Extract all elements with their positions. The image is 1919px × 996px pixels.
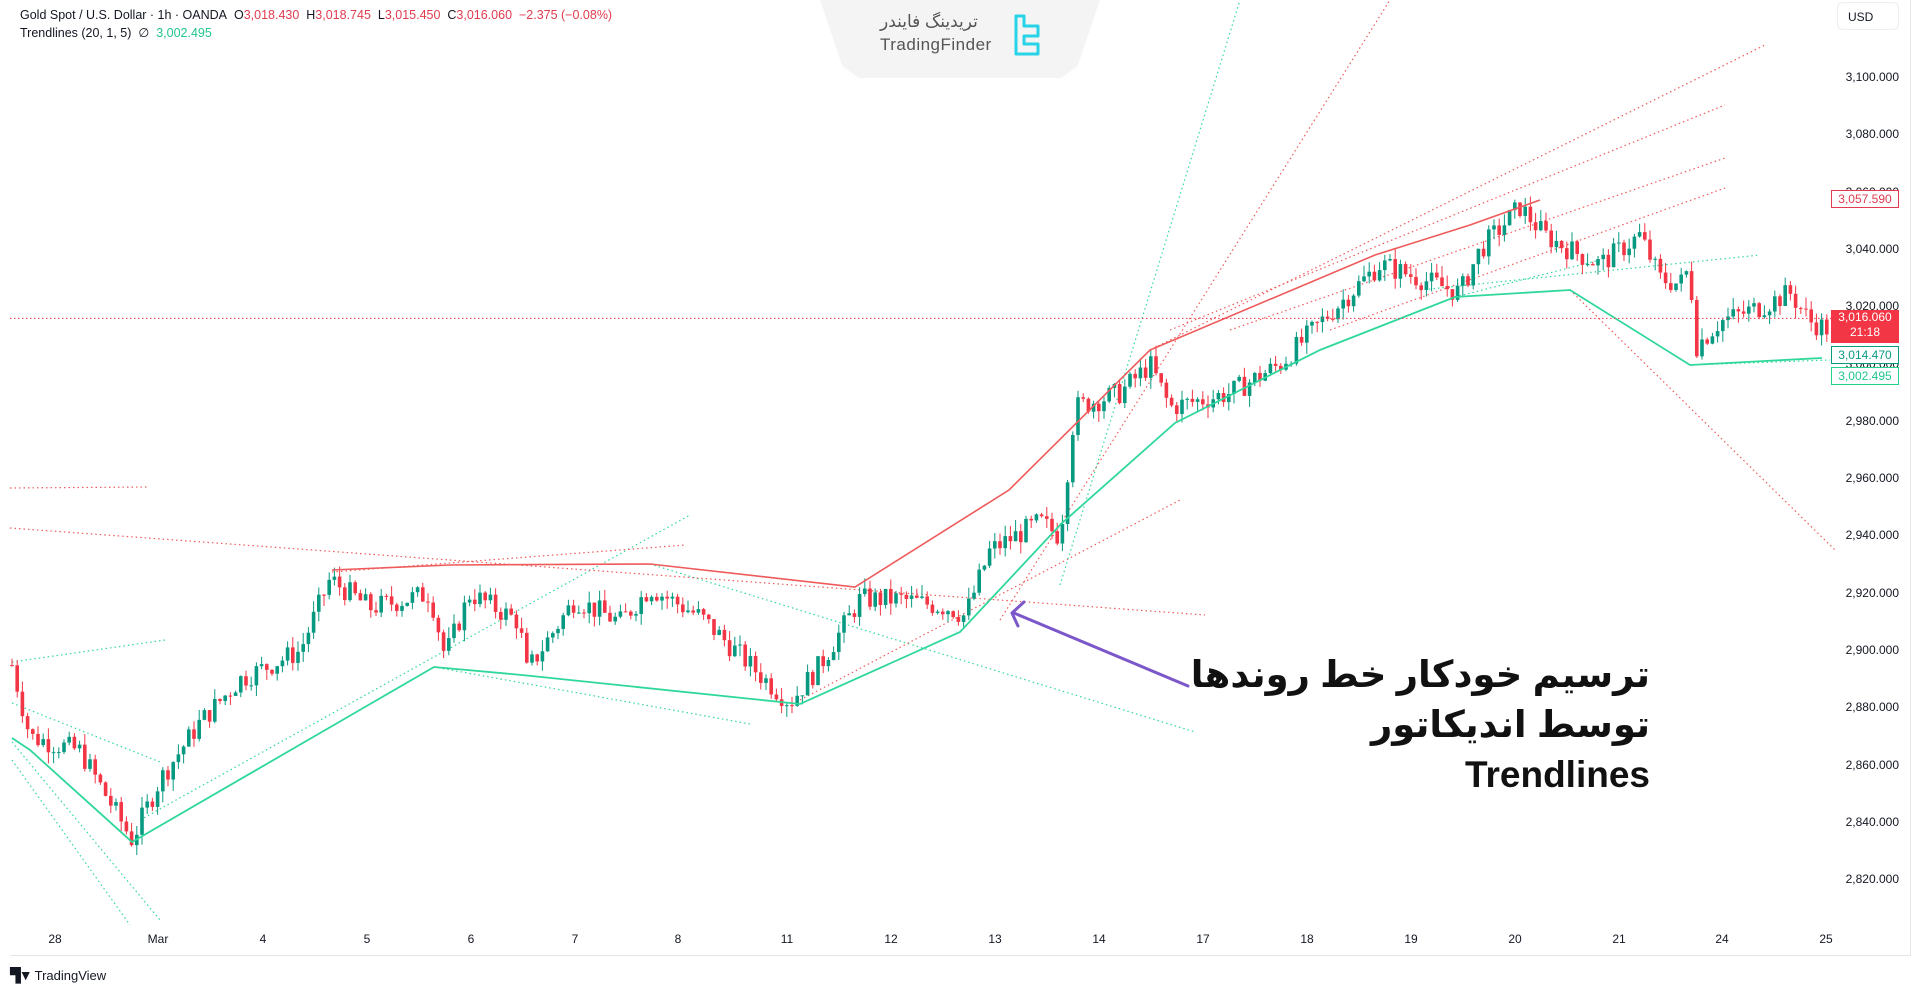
trendlines — [11, 199, 1823, 844]
price-tick: 2,860.000 — [1845, 757, 1899, 772]
price-tick: 2,820.000 — [1845, 872, 1899, 887]
time-tick: 25 — [1819, 932, 1833, 946]
time-tick: 18 — [1300, 932, 1314, 946]
support-price-tag-1: 3,014.470 — [1831, 346, 1899, 364]
support-price-tag-2: 3,002.495 — [1831, 367, 1899, 385]
last-price-value: 3,016.060 — [1838, 310, 1892, 324]
tradingview-brand: TradingView — [34, 968, 107, 983]
price-tick: 2,880.000 — [1845, 700, 1899, 715]
time-tick: 14 — [1092, 932, 1106, 946]
time-tick: 8 — [674, 932, 682, 946]
tradingfinder-watermark — [820, 0, 1100, 78]
bar-countdown: 21:18 — [1849, 325, 1881, 339]
time-tick: 24 — [1715, 932, 1729, 946]
indicator-empty-icon: ∅ — [138, 26, 150, 40]
time-tick: 28 — [48, 932, 62, 946]
annotation-line-2: توسط اندیکاتور Trendlines — [1370, 704, 1650, 795]
tradingview-logo[interactable]: ▜▼ TradingView — [10, 967, 106, 984]
time-tick: 11 — [780, 932, 794, 946]
price-tick: 3,080.000 — [1845, 127, 1899, 142]
price-tick: 3,040.000 — [1845, 241, 1899, 256]
chart-legend: Gold Spot / U.S. Dollar · 1h · OANDA O3,… — [20, 6, 612, 42]
tradingview-logo-icon: ▜▼ — [10, 967, 33, 983]
price-tick: 3,020.000 — [1845, 299, 1899, 314]
tradingfinder-text: تریدینگ فایندر TradingFinder — [880, 10, 1000, 56]
resistance-price-tag: 3,057.590 — [1831, 190, 1899, 208]
time-tick: 19 — [1404, 932, 1418, 946]
price-tick: 2,980.000 — [1845, 413, 1899, 428]
time-tick: 7 — [571, 932, 579, 946]
change-value: −2.375 (−0.08%) — [518, 8, 613, 22]
tradingfinder-fa: تریدینگ فایندر — [880, 12, 978, 31]
price-tick: 2,840.000 — [1845, 814, 1899, 829]
annotation-text: ترسیم خودکار خط روندها توسط اندیکاتور Tr… — [1180, 650, 1650, 800]
candles — [10, 196, 1829, 856]
tradingfinder-logo-icon — [1014, 14, 1040, 56]
price-tick: 3,100.000 — [1845, 70, 1899, 84]
price-tick: 2,920.000 — [1845, 585, 1899, 600]
time-tick: 13 — [988, 932, 1002, 946]
last-price-tag: 3,016.060 21:18 — [1831, 310, 1899, 343]
open-value: 3,018.430 — [243, 8, 300, 22]
price-tick: 2,900.000 — [1845, 643, 1899, 657]
currency-selector[interactable]: USD — [1837, 2, 1899, 30]
time-tick: 4 — [259, 932, 267, 946]
price-tick: 2,960.000 — [1845, 471, 1899, 486]
close-value: 3,016.060 — [456, 8, 513, 22]
time-tick: 5 — [363, 932, 371, 946]
symbol-title[interactable]: Gold Spot / U.S. Dollar · 1h · OANDA — [20, 8, 228, 22]
high-value: 3,018.745 — [315, 8, 371, 22]
annotation-arrow — [1010, 600, 1190, 688]
time-tick: Mar — [147, 932, 169, 946]
chart-pane[interactable] — [10, 0, 1911, 956]
time-tick: 21 — [1612, 932, 1626, 946]
indicator-value: 3,002.495 — [156, 26, 212, 40]
tradingfinder-en: TradingFinder — [880, 35, 992, 54]
time-tick: 20 — [1508, 932, 1522, 946]
indicator-name[interactable]: Trendlines (20, 1, 5) — [20, 26, 132, 40]
price-tick: 2,940.000 — [1845, 528, 1899, 543]
indicator-row[interactable]: Trendlines (20, 1, 5) ∅ 3,002.495 — [20, 24, 612, 42]
time-tick: 17 — [1196, 932, 1210, 946]
time-tick: 6 — [467, 932, 475, 946]
time-tick: 12 — [884, 932, 898, 946]
low-value: 3,015.450 — [384, 8, 441, 22]
annotation-line-1: ترسیم خودکار خط روندها — [1190, 654, 1650, 695]
symbol-ohlc-row: Gold Spot / U.S. Dollar · 1h · OANDA O3,… — [20, 8, 613, 22]
